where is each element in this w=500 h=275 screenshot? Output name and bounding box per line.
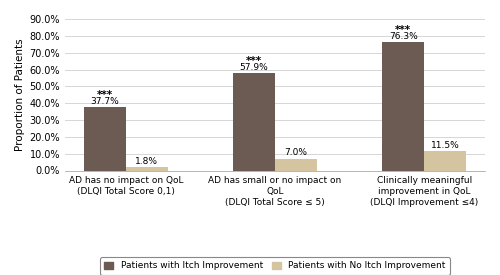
Legend: Patients with Itch Improvement, Patients with No Itch Improvement: Patients with Itch Improvement, Patients… [100, 257, 450, 275]
Text: 76.3%: 76.3% [389, 32, 418, 41]
Bar [84, 107, 126, 170]
Y-axis label: Proportion of Patients: Proportion of Patients [16, 39, 26, 151]
Text: ***: *** [395, 25, 411, 35]
Bar [275, 159, 317, 170]
Bar [126, 167, 168, 170]
Text: 37.7%: 37.7% [90, 97, 120, 106]
Bar [424, 151, 466, 170]
Text: 1.8%: 1.8% [135, 157, 158, 166]
Text: 7.0%: 7.0% [284, 148, 308, 157]
Text: 11.5%: 11.5% [430, 141, 460, 150]
Bar [382, 42, 424, 170]
Text: ***: *** [246, 56, 262, 66]
Text: ***: *** [97, 90, 113, 100]
Text: 57.9%: 57.9% [240, 63, 268, 72]
Bar [233, 73, 275, 170]
